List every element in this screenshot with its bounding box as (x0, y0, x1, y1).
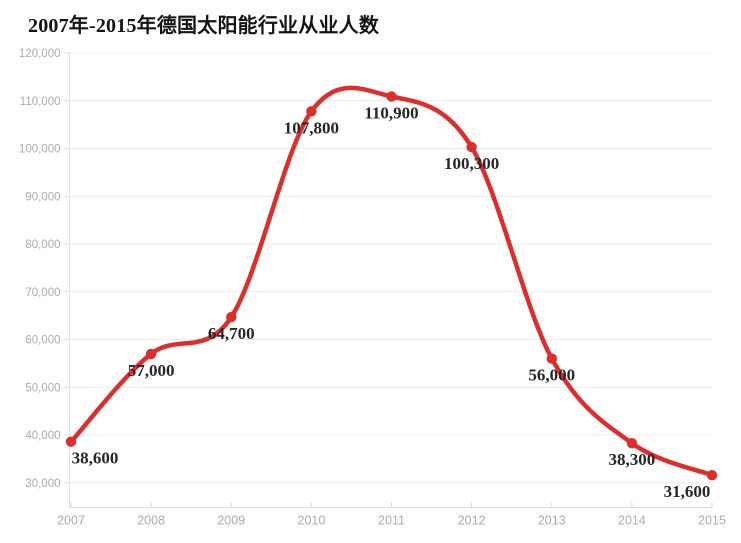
x-tick-label: 2009 (217, 514, 245, 528)
y-tick-label: 110,000 (20, 96, 61, 108)
x-tick-label: 2007 (57, 514, 85, 528)
data-point (466, 141, 477, 153)
data-label: 110,900 (364, 104, 418, 123)
data-point (145, 348, 157, 360)
x-tick-label: 2012 (458, 514, 486, 528)
y-tick-label: 100,000 (19, 144, 61, 156)
data-label: 64,700 (208, 324, 255, 343)
data-label: 107,800 (284, 118, 339, 137)
data-label: 100,300 (444, 154, 499, 173)
chart-title: 2007年-2015年德国太阳能行业从业人数 (28, 15, 380, 37)
y-tick-label: 60,000 (25, 335, 60, 347)
data-point (65, 436, 77, 447)
data-point (386, 91, 397, 102)
y-tick-label: 90,000 (25, 191, 60, 203)
data-point (546, 353, 557, 364)
x-tick-label: 2008 (137, 514, 165, 528)
data-point (626, 438, 638, 449)
y-tick-label: 80,000 (25, 239, 60, 251)
y-tick-label: 50,000 (25, 382, 60, 394)
y-tick-label: 30,000 (25, 478, 60, 490)
data-label: 38,300 (609, 450, 656, 469)
data-point (706, 470, 718, 481)
x-tick-label: 2014 (618, 514, 646, 528)
data-label: 31,600 (664, 482, 711, 501)
data-point (306, 106, 317, 117)
x-tick-label: 2013 (538, 514, 566, 528)
data-point (226, 311, 237, 323)
y-tick-label: 70,000 (25, 287, 60, 299)
data-label: 38,600 (72, 449, 119, 468)
x-tick-label: 2015 (698, 514, 726, 528)
series-line (68, 85, 715, 478)
y-tick-label: 40,000 (25, 430, 60, 442)
data-label: 57,000 (128, 361, 175, 380)
y-tick-label: 120,000 (19, 48, 61, 60)
data-label: 56,000 (528, 366, 575, 385)
x-tick-label: 2010 (297, 514, 325, 528)
x-tick-label: 2011 (378, 514, 405, 528)
